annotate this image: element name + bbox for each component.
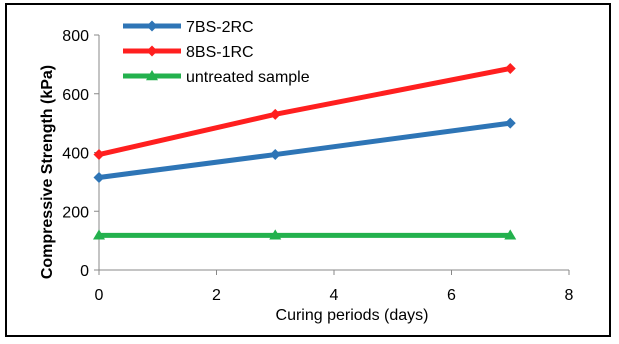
data-point [269, 108, 281, 120]
series-line [98, 120, 511, 180]
legend-marker [146, 45, 158, 57]
y-tick-label: 0 [80, 263, 89, 280]
data-point [93, 149, 105, 161]
series-2 [93, 62, 516, 161]
x-axis-label: Curing periods (days) [276, 307, 429, 324]
y-tick-label: 200 [62, 204, 89, 221]
legend-label: 7BS-2RC [186, 19, 254, 36]
data-point [504, 117, 516, 129]
series-1 [93, 117, 516, 183]
data-point [93, 229, 105, 240]
legend-marker [146, 20, 158, 32]
legend-label: untreated sample [186, 69, 310, 86]
legend-item: 8BS-1RC [123, 44, 254, 61]
x-tick-label: 6 [447, 287, 456, 304]
y-tick-label: 400 [62, 146, 89, 163]
legend-label: 8BS-1RC [186, 44, 254, 61]
series-layer [93, 62, 517, 240]
data-point [504, 62, 516, 74]
series-3 [93, 229, 517, 240]
data-point [269, 229, 282, 240]
legend: 7BS-2RC 8BS-1RC untreated sample [123, 19, 310, 86]
x-tick-label: 8 [565, 287, 574, 304]
data-point [93, 171, 105, 183]
data-point [504, 229, 517, 240]
x-tick-label: 2 [212, 287, 221, 304]
legend-marker [146, 70, 158, 81]
legend-item: untreated sample [123, 69, 310, 86]
chart-frame [5, 3, 611, 337]
y-axis-label: Compressive Strength (kPa) [39, 65, 56, 279]
y-tick-label: 800 [62, 28, 89, 45]
legend-item: 7BS-2RC [123, 19, 254, 36]
x-tick-label: 4 [330, 287, 339, 304]
x-tick-label: 0 [95, 287, 104, 304]
data-point [269, 149, 281, 161]
y-tick-label: 600 [62, 87, 89, 104]
